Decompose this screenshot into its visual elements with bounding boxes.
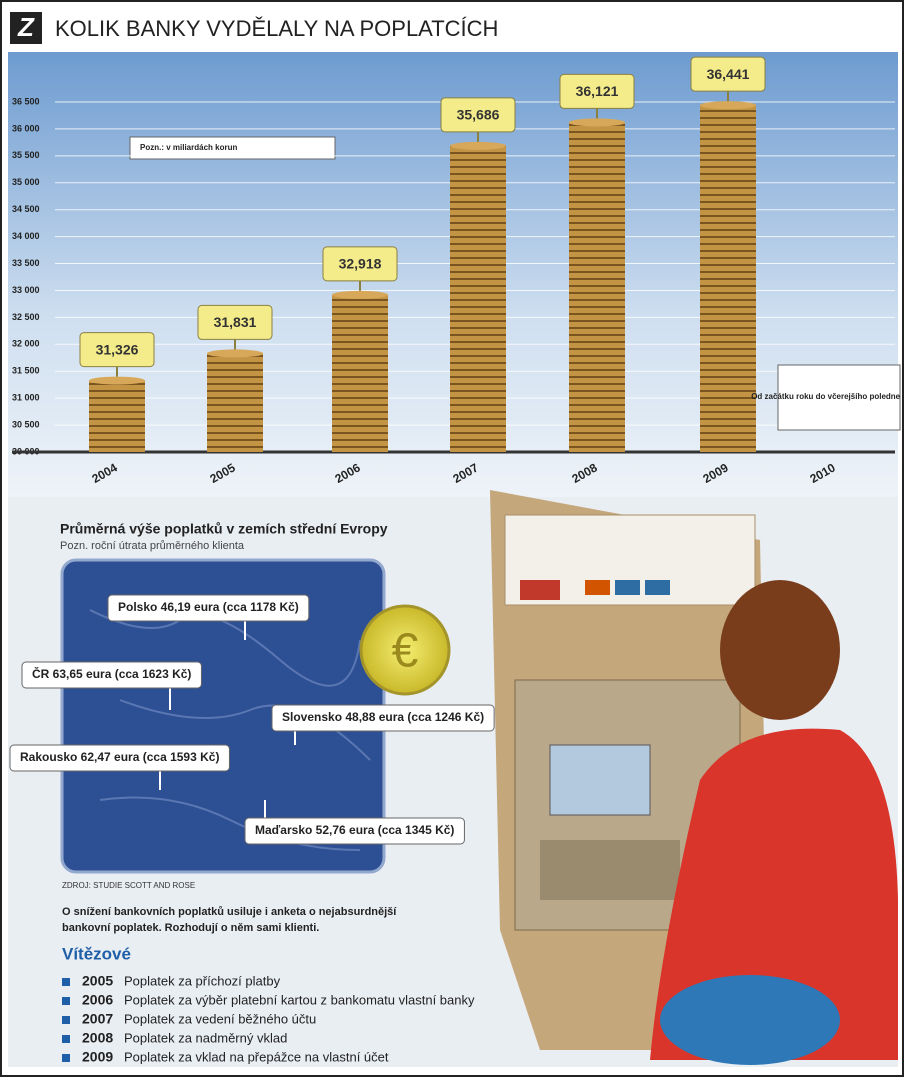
infographic: Z KOLIK BANKY VYDĚLALY NA POPLATCÍCH Poz… <box>0 0 904 1077</box>
map-callout: Slovensko 48,88 eura (cca 1246 Kč) <box>282 710 484 724</box>
winner-year: 2008 <box>82 1030 113 1046</box>
map-callout: Rakousko 62,47 eura (cca 1593 Kč) <box>20 750 219 764</box>
y-tick-label: 31 000 <box>12 393 40 403</box>
y-tick-label: 30 500 <box>12 419 40 429</box>
bar-top <box>700 101 756 109</box>
winner-text: Poplatek za vklad na přepážce na vlastní… <box>124 1049 389 1064</box>
bar-top <box>450 142 506 150</box>
bar <box>89 381 145 452</box>
bar-top <box>332 291 388 299</box>
value-label: 35,686 <box>457 107 500 123</box>
value-label: 36,441 <box>707 66 750 82</box>
source: ZDROJ: STUDIE SCOTT AND ROSE <box>62 881 195 890</box>
winner-text: Poplatek za výběr platební kartou z bank… <box>124 992 475 1007</box>
y-tick-label: 35 500 <box>12 150 40 160</box>
y-tick-label: 31 500 <box>12 366 40 376</box>
bar <box>450 146 506 452</box>
poll-intro: O snížení bankovních poplatků usiluje i … <box>62 906 397 918</box>
map-callout: ČR 63,65 eura (cca 1623 Kč) <box>32 666 191 681</box>
y-tick-label: 33 000 <box>12 285 40 295</box>
chart-note: Pozn.: v miliardách korun <box>140 143 237 152</box>
euro-symbol: € <box>392 625 419 678</box>
bar <box>207 353 263 452</box>
winner-text: Poplatek za příchozí platby <box>124 973 281 988</box>
bullet <box>62 1054 70 1062</box>
bar-top <box>569 118 625 126</box>
bar <box>700 105 756 452</box>
winner-year: 2007 <box>82 1011 113 1027</box>
map-title: Průměrná výše poplatků v zemích střední … <box>60 521 388 537</box>
bullet <box>62 997 70 1005</box>
y-tick-label: 32 000 <box>12 339 40 349</box>
poll-heading: Vítězové <box>62 944 131 963</box>
bar-top <box>89 377 145 385</box>
value-label: 36,121 <box>576 83 619 99</box>
y-tick-label: 36 000 <box>12 123 40 133</box>
y-tick-label: 35 000 <box>12 177 40 187</box>
map-callout: Polsko 46,19 eura (cca 1178 Kč) <box>118 600 299 614</box>
bullet <box>62 1035 70 1043</box>
winner-year: 2006 <box>82 992 113 1008</box>
value-label: 31,831 <box>214 314 257 330</box>
y-tick-label: 34 500 <box>12 204 40 214</box>
winner-text: Poplatek za nadměrný vklad <box>124 1030 287 1045</box>
bar <box>332 295 388 452</box>
chart-title: KOLIK BANKY VYDĚLALY NA POPLATCÍCH <box>55 16 498 41</box>
winner-text: Poplatek za vedení běžného účtu <box>124 1011 316 1026</box>
bar <box>569 122 625 452</box>
annotation: Od začátku roku do včerejšího poledne 13… <box>751 392 904 401</box>
value-label: 32,918 <box>339 256 382 272</box>
y-tick-label: 34 000 <box>12 231 40 241</box>
map-callout: Maďarsko 52,76 eura (cca 1345 Kč) <box>255 823 454 837</box>
bullet <box>62 1016 70 1024</box>
bullet <box>62 978 70 986</box>
map-note: Pozn. roční útrata průměrného klienta <box>60 540 245 552</box>
logo: Z <box>17 12 35 42</box>
y-tick-label: 36 500 <box>12 96 40 106</box>
value-label: 31,326 <box>96 341 139 357</box>
y-tick-label: 32 500 <box>12 312 40 322</box>
poll-intro: bankovní poplatek. Rozhodují o něm sami … <box>62 922 319 934</box>
winner-year: 2009 <box>82 1049 113 1065</box>
bar-top <box>207 349 263 357</box>
winner-year: 2005 <box>82 973 113 989</box>
y-tick-label: 33 500 <box>12 258 40 268</box>
